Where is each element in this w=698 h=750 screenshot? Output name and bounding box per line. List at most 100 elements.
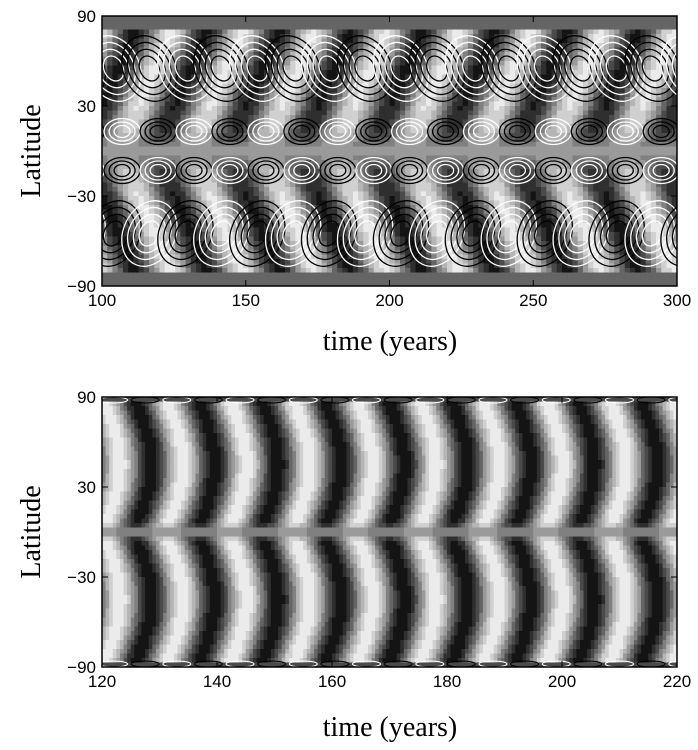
- heatmap-cell: [504, 155, 511, 161]
- heatmap-cell: [405, 88, 412, 94]
- heatmap-cell: [201, 259, 208, 265]
- heatmap-cell: [525, 110, 532, 116]
- heatmap-cell: [332, 272, 338, 278]
- heatmap-cell: [274, 142, 281, 148]
- heatmap-cell: [415, 133, 422, 139]
- heatmap-cell: [295, 146, 302, 152]
- heatmap-cell: [473, 191, 479, 197]
- heatmap-cell: [483, 259, 490, 265]
- heatmap-cell: [222, 65, 229, 71]
- heatmap-cell: [420, 119, 427, 125]
- heatmap-cell: [426, 16, 432, 22]
- heatmap-cell: [222, 250, 229, 256]
- heatmap-cell: [410, 88, 417, 94]
- heatmap-cell: [373, 259, 380, 265]
- heatmap-cell: [368, 25, 375, 31]
- heatmap-cell: [363, 25, 370, 31]
- heatmap-cell: [473, 128, 479, 134]
- heatmap-cell: [520, 47, 527, 53]
- heatmap-cell: [494, 200, 500, 206]
- heatmap-cell: [478, 209, 485, 215]
- heatmap-cell: [185, 110, 192, 116]
- heatmap-cell: [258, 52, 265, 58]
- heatmap-cell: [290, 43, 297, 49]
- heatmap-cell: [399, 272, 406, 278]
- heatmap-cell: [525, 272, 532, 278]
- heatmap-cell: [300, 277, 307, 283]
- heatmap-cell: [478, 250, 485, 256]
- heatmap-cell: [211, 20, 218, 26]
- heatmap-cell: [363, 88, 370, 94]
- heatmap-cell: [494, 268, 500, 274]
- heatmap-cell: [379, 92, 385, 98]
- heatmap-cell: [185, 232, 192, 238]
- heatmap-cell: [530, 200, 537, 206]
- heatmap-cell: [384, 259, 391, 265]
- heatmap-cell: [525, 92, 532, 98]
- heatmap-cell: [274, 101, 281, 107]
- heatmap-cell: [399, 65, 406, 71]
- heatmap-cell: [300, 128, 307, 134]
- heatmap-cell: [180, 106, 187, 112]
- heatmap-cell: [326, 101, 333, 107]
- heatmap-cell: [279, 209, 286, 215]
- heatmap-cell: [316, 119, 323, 125]
- heatmap-cell: [107, 191, 114, 197]
- heatmap-cell: [499, 97, 506, 103]
- heatmap-cell: [180, 169, 187, 175]
- heatmap-cell: [248, 61, 255, 67]
- heatmap-cell: [196, 277, 202, 283]
- heatmap-cell: [248, 101, 255, 107]
- heatmap-cell: [232, 223, 239, 229]
- heatmap-cell: [112, 92, 119, 98]
- heatmap-cell: [190, 281, 197, 286]
- heatmap-cell: [441, 88, 448, 94]
- heatmap-cell: [520, 92, 527, 98]
- heatmap-cell: [410, 245, 417, 251]
- heatmap-cell: [112, 209, 119, 215]
- heatmap-cell: [337, 115, 344, 121]
- heatmap-cell: [274, 16, 281, 22]
- heatmap-cell: [394, 65, 401, 71]
- heatmap-cell: [358, 151, 364, 157]
- heatmap-cell: [284, 209, 291, 215]
- heatmap-cell: [368, 245, 375, 251]
- heatmap-cell: [190, 128, 197, 134]
- heatmap-cell: [483, 272, 490, 278]
- heatmap-cell: [530, 110, 537, 116]
- heatmap-cell: [441, 110, 448, 116]
- heatmap-cell: [342, 97, 349, 103]
- heatmap-cell: [462, 133, 469, 139]
- heatmap-cell: [410, 263, 417, 269]
- heatmap-cell: [180, 268, 187, 274]
- heatmap-cell: [321, 259, 328, 265]
- heatmap-cell: [457, 38, 464, 44]
- heatmap-cell: [232, 101, 239, 107]
- heatmap-cell: [232, 227, 239, 233]
- heatmap-cell: [520, 227, 527, 233]
- heatmap-cell: [279, 38, 286, 44]
- heatmap-cell: [180, 101, 187, 107]
- heatmap-cell: [447, 47, 453, 53]
- heatmap-cell: [211, 110, 218, 116]
- heatmap-cell: [175, 182, 182, 188]
- heatmap-cell: [316, 173, 323, 179]
- heatmap-cell: [462, 281, 469, 286]
- heatmap-cell: [368, 187, 375, 193]
- heatmap-cell: [190, 88, 197, 94]
- heatmap-cell: [185, 223, 192, 229]
- heatmap-cell: [373, 133, 380, 139]
- heatmap-cell: [258, 146, 265, 152]
- heatmap-cell: [258, 151, 265, 157]
- heatmap-cell: [373, 52, 380, 58]
- heatmap-cell: [394, 272, 401, 278]
- heatmap-cell: [201, 236, 208, 242]
- heatmap-cell: [112, 52, 119, 58]
- heatmap-cell: [483, 56, 490, 62]
- heatmap-cell: [201, 182, 208, 188]
- heatmap-cell: [295, 38, 302, 44]
- heatmap-cell: [379, 182, 385, 188]
- heatmap-cell: [384, 218, 391, 224]
- heatmap-cell: [264, 128, 270, 134]
- heatmap-cell: [504, 56, 511, 62]
